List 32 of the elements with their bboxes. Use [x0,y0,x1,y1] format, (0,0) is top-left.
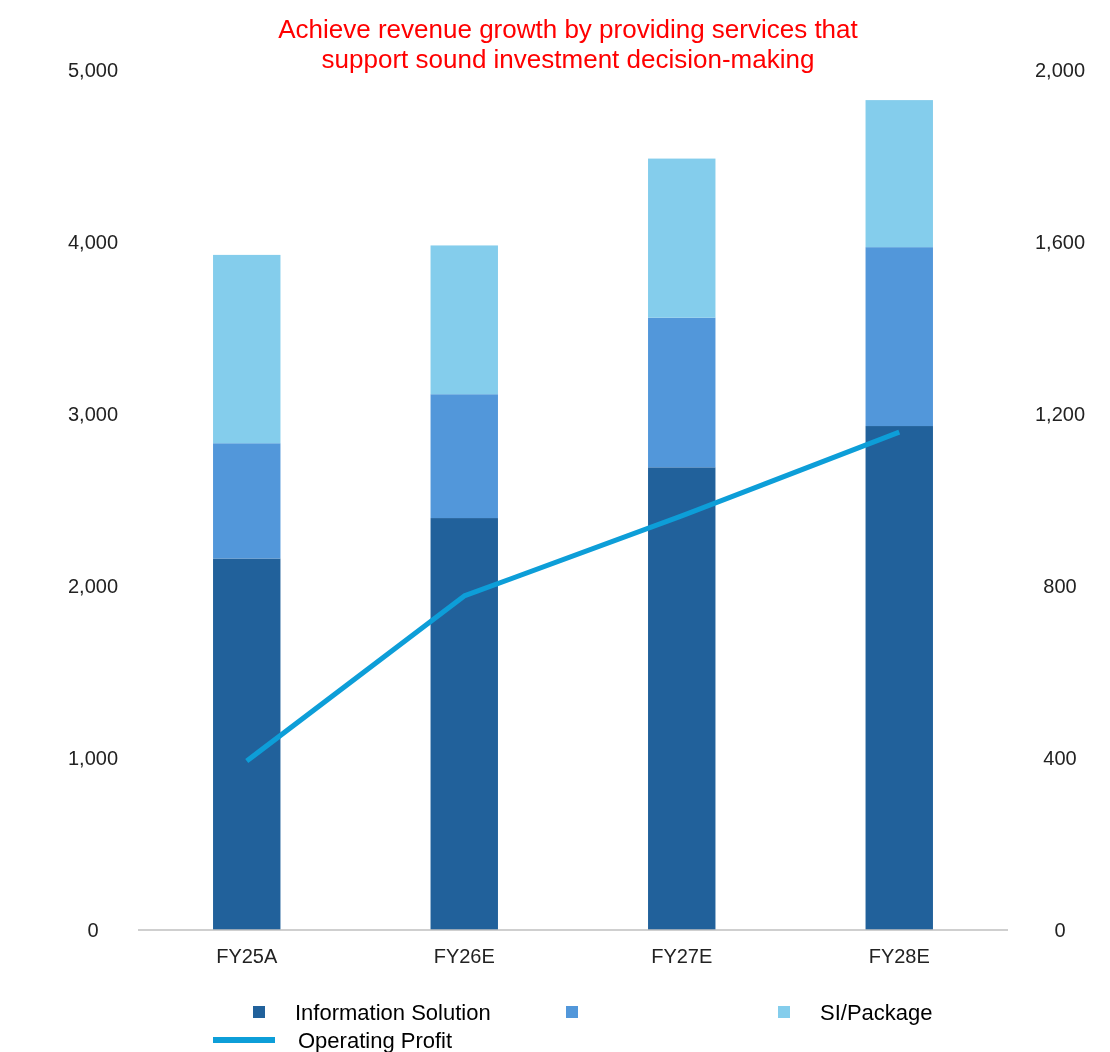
bar [648,467,716,930]
x-tick-label: FY25A [216,945,278,967]
legend-label: SI/Package [820,999,933,1025]
bar [213,443,281,559]
y-tick-label: 3,000 [67,403,119,425]
x-tick-label: FY27E [651,945,713,967]
y-tick-label: 2,000 [67,575,119,597]
y-tick-label: 4,000 [67,231,119,253]
y-tick-label: 1,000 [67,747,119,769]
bar [430,245,498,395]
bar [213,558,281,930]
bar [865,100,933,248]
y-tick-label: 0 [87,919,99,941]
y2-tick-label: 1,600 [1034,231,1086,253]
bar [865,426,933,930]
bar [430,394,498,519]
y2-tick-label: 800 [1043,575,1077,597]
bar [213,254,281,444]
y2-tick-label: 1,200 [1034,403,1086,425]
x-tick-label: FY26E [433,945,495,967]
y2-tick-label: 2,000 [1034,59,1086,81]
chart-title: Achieve revenue growth by providing services that support sound investment decision-making [278,14,859,74]
y-tick-label: 5,000 [67,59,119,81]
bar [430,518,498,930]
bar [865,247,933,427]
legend-label: Information Solution [295,999,491,1025]
bar [648,317,716,468]
x-tick-label: FY28E [868,945,930,967]
bar [648,158,716,318]
y2-tick-label: 0 [1054,919,1066,941]
legend-label: Operating Profit [298,1027,453,1052]
y2-tick-label: 400 [1043,747,1077,769]
